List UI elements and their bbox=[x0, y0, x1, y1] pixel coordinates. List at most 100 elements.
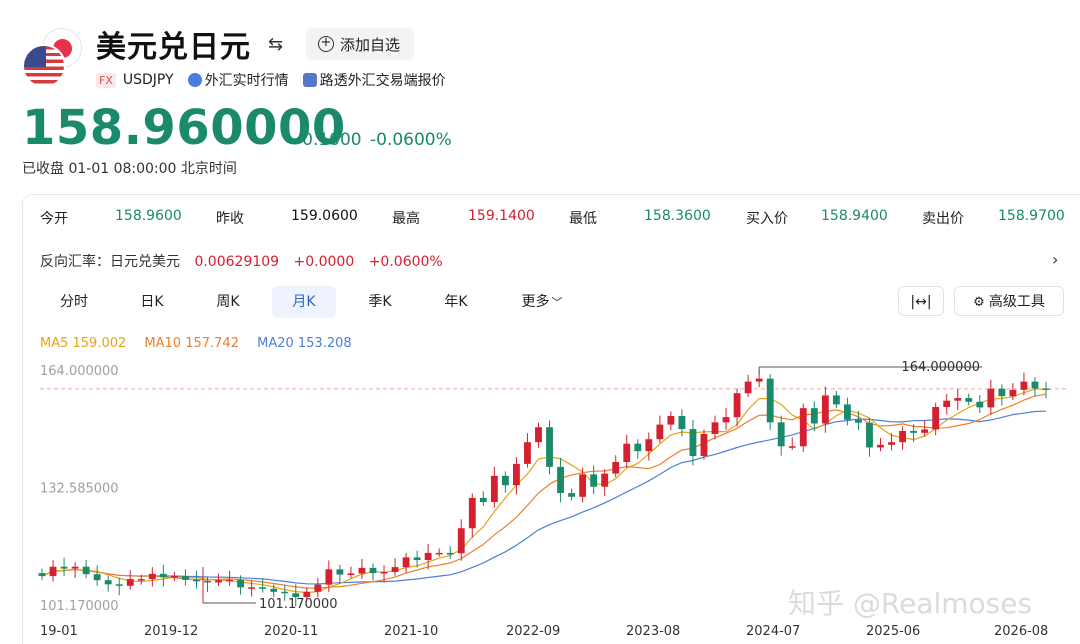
candle-body bbox=[413, 557, 421, 561]
candle-body bbox=[954, 398, 962, 401]
globe-icon bbox=[302, 73, 317, 87]
candle-body bbox=[921, 429, 929, 433]
candle-body bbox=[215, 580, 222, 583]
candle-body bbox=[501, 475, 509, 486]
candle-body bbox=[314, 584, 322, 592]
prev-close-label: 昨收 bbox=[216, 211, 244, 227]
candle-body bbox=[965, 398, 973, 402]
candle-body bbox=[546, 427, 553, 467]
reverse-rate-label: 反向汇率：日元兑美元 bbox=[40, 254, 180, 270]
chevron-right-icon[interactable]: › bbox=[1052, 250, 1059, 269]
candle-body bbox=[38, 573, 46, 577]
candle-body bbox=[678, 416, 686, 430]
candle-body bbox=[866, 422, 873, 448]
swap-icon[interactable]: ⇆ bbox=[268, 34, 284, 55]
candle-body bbox=[998, 388, 1006, 397]
candle-body bbox=[391, 567, 399, 572]
candle-body bbox=[468, 497, 476, 529]
candle-body bbox=[512, 463, 520, 486]
x-tick-label: 2019-12 bbox=[144, 624, 198, 639]
candle-body bbox=[479, 497, 487, 503]
clock-icon bbox=[187, 73, 202, 87]
tab-monthly[interactable]: 月K bbox=[272, 286, 336, 318]
reverse-rate-row[interactable]: 反向汇率：日元兑美元 0.00629109 +0.0000 +0.0600% bbox=[40, 251, 443, 271]
x-tick-label: 2022-09 bbox=[506, 624, 560, 639]
candle-body bbox=[932, 407, 940, 430]
y-tick-label: 101.170000 bbox=[40, 599, 119, 614]
candle-body bbox=[821, 395, 829, 424]
min-price-label: 101.170000 bbox=[259, 597, 338, 612]
ma10-legend: MA10 157.742 bbox=[144, 336, 239, 351]
watermark: 知乎 @Realmoses bbox=[788, 587, 1033, 620]
candle-body bbox=[380, 571, 388, 574]
fit-width-button[interactable]: |↔| bbox=[898, 286, 944, 316]
candle-body bbox=[137, 579, 145, 581]
candle-body bbox=[711, 422, 719, 434]
ma20-legend: MA20 153.208 bbox=[257, 336, 352, 351]
low-label: 最低 bbox=[569, 211, 597, 227]
candle-body bbox=[888, 442, 895, 445]
candle-body bbox=[1042, 388, 1050, 390]
candle-body bbox=[601, 473, 609, 487]
candle-body bbox=[226, 579, 233, 582]
candle-body bbox=[457, 528, 465, 554]
tab-yearly[interactable]: 年K bbox=[444, 294, 468, 310]
candle-body bbox=[281, 591, 289, 594]
candle-body bbox=[689, 429, 697, 457]
candle-body bbox=[159, 573, 167, 578]
max-price-label: 164.000000 bbox=[901, 360, 980, 375]
candle-body bbox=[799, 408, 807, 447]
candle-body bbox=[810, 408, 818, 424]
x-tick-label: 2025-06 bbox=[866, 624, 920, 639]
source-realtime[interactable]: 外汇实时行情 bbox=[204, 73, 289, 89]
candle-body bbox=[722, 417, 730, 423]
candle-body bbox=[170, 576, 178, 578]
tab-intraday[interactable]: 分时 bbox=[60, 294, 88, 310]
candle-body bbox=[248, 587, 256, 589]
candle-body bbox=[104, 580, 112, 585]
candle-body bbox=[369, 567, 377, 574]
tab-more[interactable]: 更多 ﹀ bbox=[510, 286, 574, 318]
candle-body bbox=[259, 587, 267, 589]
open-label: 今开 bbox=[40, 211, 68, 227]
ask-label: 卖出价 bbox=[922, 211, 964, 227]
prev-close-value: 159.0600 bbox=[291, 208, 358, 224]
tab-daily[interactable]: 日K bbox=[140, 294, 164, 310]
candle-body bbox=[943, 400, 951, 408]
candle-body bbox=[1031, 381, 1039, 389]
low-value: 158.3600 bbox=[644, 208, 711, 224]
ma20-line bbox=[41, 410, 1047, 585]
y-tick-label: 132.585000 bbox=[40, 482, 119, 497]
candle-body bbox=[590, 474, 598, 487]
add-watchlist-button[interactable]: + 添加自选 bbox=[306, 28, 415, 60]
candle-body bbox=[303, 591, 311, 598]
current-price: 158.960000 bbox=[22, 100, 346, 156]
candle-body bbox=[667, 416, 675, 425]
tab-weekly[interactable]: 周K bbox=[216, 294, 240, 310]
candle-body bbox=[60, 566, 68, 569]
candle-body bbox=[623, 443, 631, 463]
reverse-rate-change: +0.0000 bbox=[293, 254, 355, 270]
ask-value: 158.9700 bbox=[998, 208, 1065, 224]
high-value: 159.1400 bbox=[468, 208, 535, 224]
source-reuters[interactable]: 路透外汇交易端报价 bbox=[319, 73, 446, 89]
market-status: 已收盘 01-01 08:00:00 北京时间 bbox=[22, 161, 237, 177]
candle-body bbox=[82, 566, 90, 575]
candle-body bbox=[204, 580, 211, 583]
bid-label: 买入价 bbox=[746, 211, 788, 227]
candle-body bbox=[93, 574, 101, 581]
candlestick-chart[interactable]: 164.000000 132.585000 101.170000 164.000000… bbox=[0, 350, 1080, 644]
candle-body bbox=[733, 393, 741, 418]
x-tick-label: 2024-07 bbox=[746, 624, 800, 639]
plus-circle-icon: + bbox=[318, 36, 334, 52]
candle-body bbox=[270, 588, 278, 592]
stats-row: 今开 158.9600 昨收 159.0600 最高 159.1400 最低 1… bbox=[40, 208, 1068, 228]
price-change: -0.1000 bbox=[296, 130, 362, 150]
candle-body bbox=[292, 593, 300, 598]
tab-quarterly[interactable]: 季K bbox=[368, 294, 392, 310]
candle-body bbox=[535, 427, 542, 443]
advanced-tools-button[interactable]: ⚙ 高级工具 bbox=[954, 286, 1064, 316]
candle-body bbox=[424, 552, 432, 561]
candle-body bbox=[568, 493, 576, 497]
tools-icon: ⚙ bbox=[973, 295, 985, 310]
